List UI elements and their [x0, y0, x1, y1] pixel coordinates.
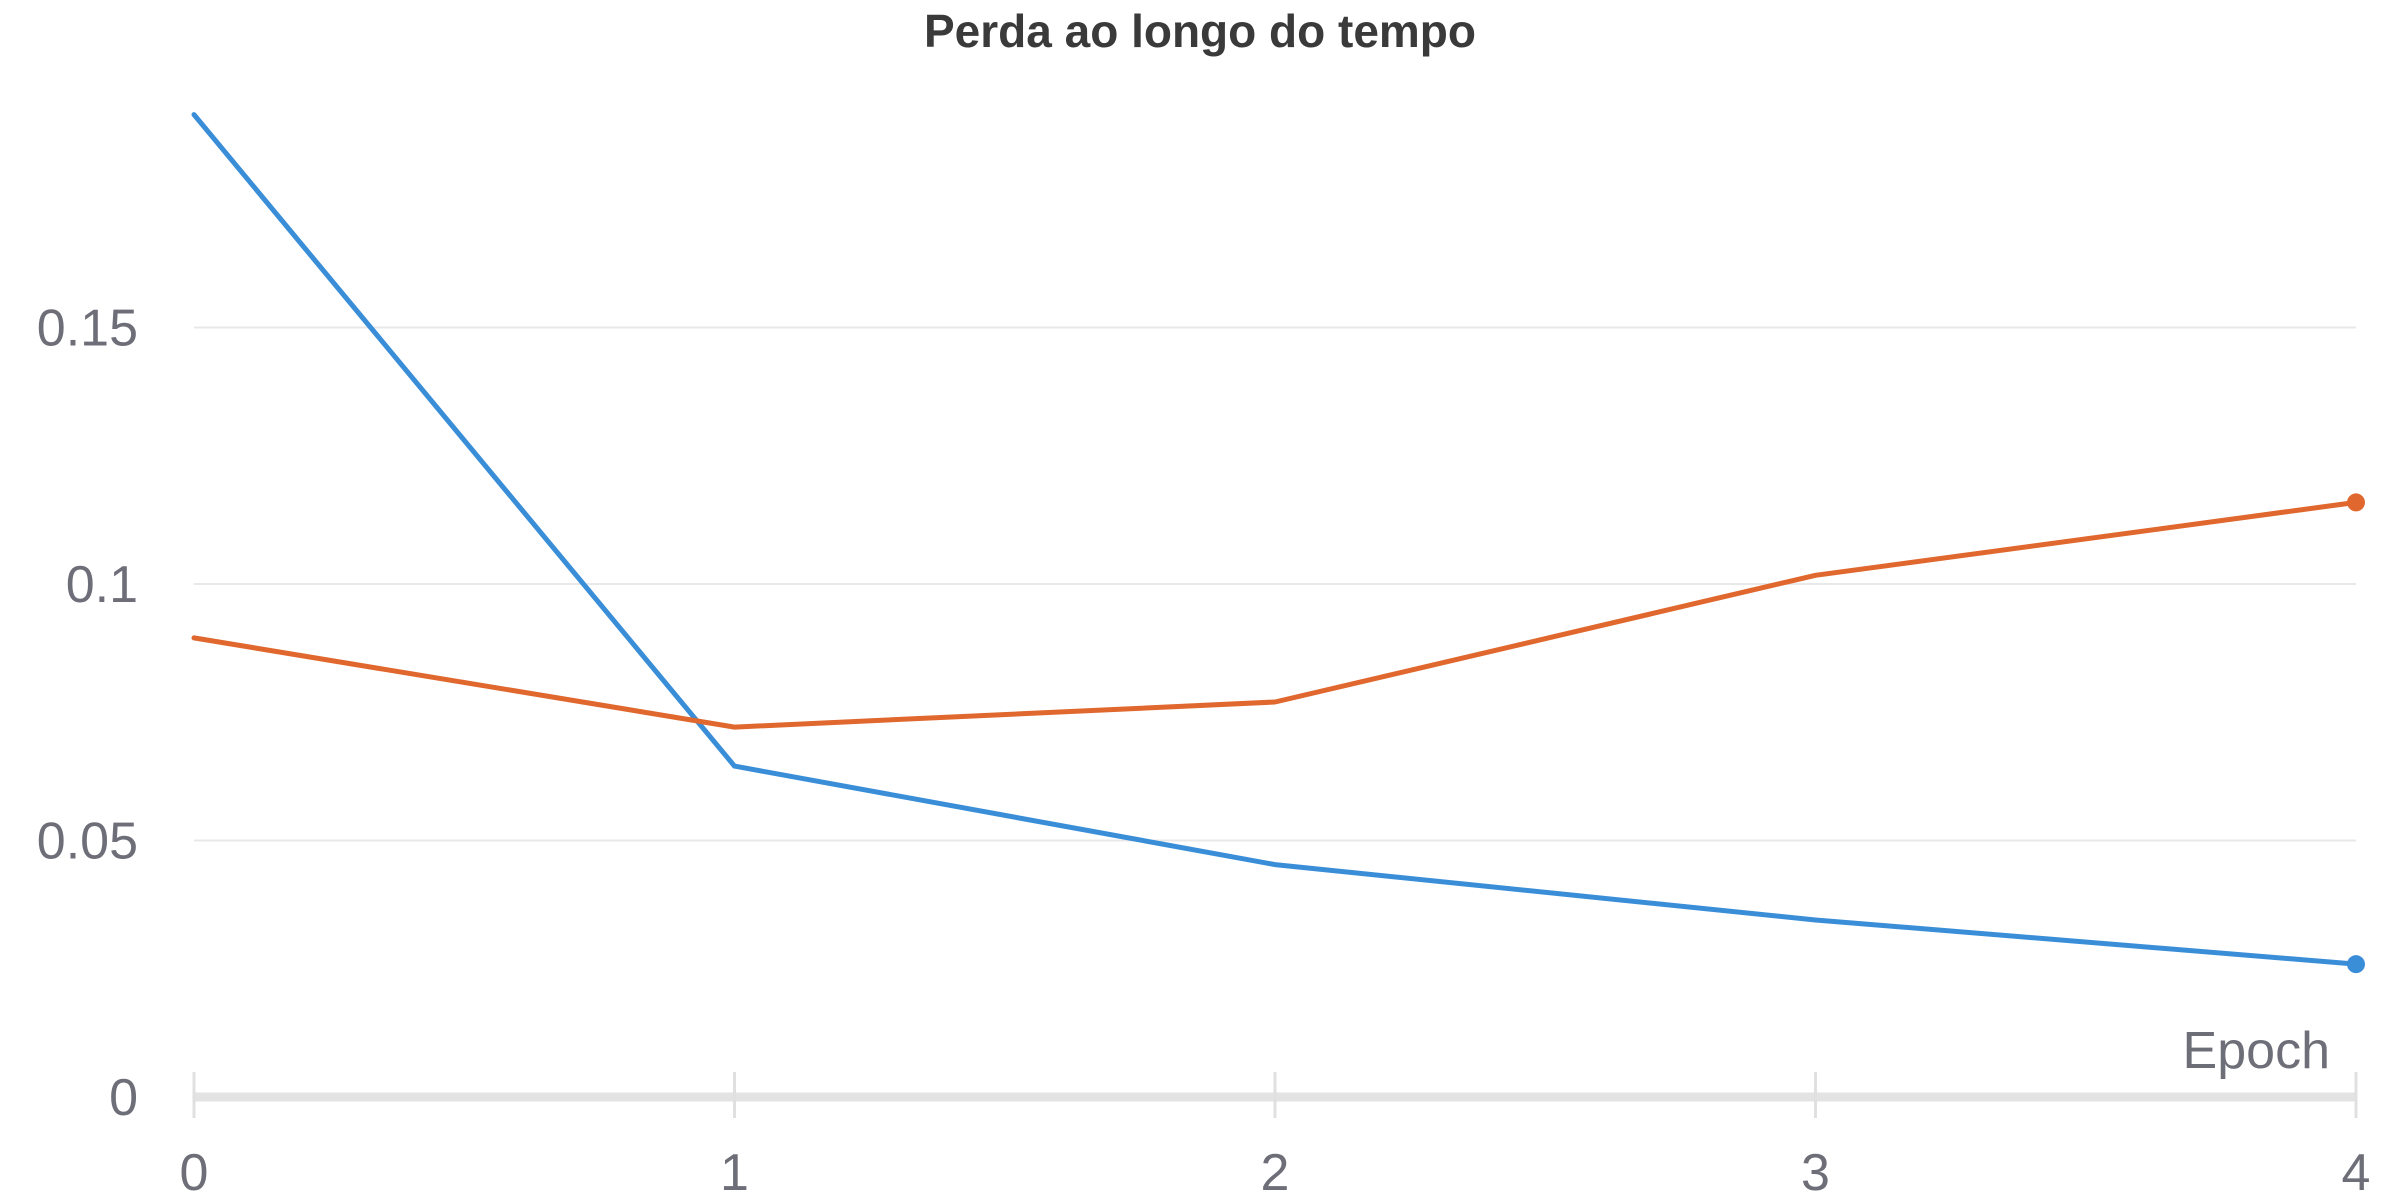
x-tick-label: 3 — [1801, 1144, 1830, 1200]
x-tick-label: 1 — [720, 1144, 749, 1200]
y-tick-label: 0 — [109, 1069, 138, 1127]
series-line-1 — [191, 112, 2359, 967]
series-end-point-1[interactable] — [2347, 955, 2365, 974]
series-layer — [191, 112, 2365, 974]
axis-layer: 0 0.05 0.1 0.15 0 1 2 3 4 — [37, 300, 2371, 1200]
x-tick-label: 4 — [2342, 1144, 2371, 1200]
x-tick-label: 0 — [180, 1144, 209, 1200]
series-line-2 — [191, 499, 2359, 730]
y-tick-label: 0.1 — [66, 556, 138, 614]
x-tick-label: 2 — [1261, 1144, 1290, 1200]
chart-title: Perda ao longo do tempo — [923, 5, 1477, 57]
grid-layer — [194, 326, 2356, 842]
series-end-point-2[interactable] — [2347, 493, 2365, 512]
y-tick-label: 0.15 — [37, 300, 138, 358]
x-axis-title: Epoch — [2183, 1022, 2330, 1080]
y-tick-label: 0.05 — [37, 813, 138, 871]
